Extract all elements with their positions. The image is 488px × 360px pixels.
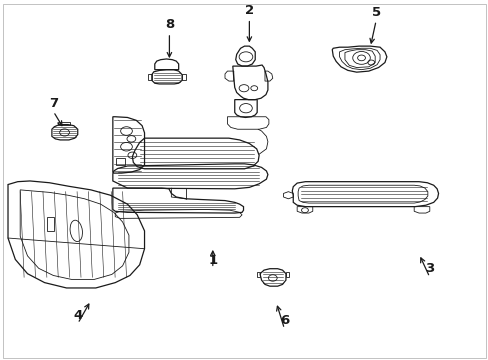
Text: 2: 2: [244, 4, 253, 17]
Text: 1: 1: [208, 253, 217, 266]
Text: 5: 5: [371, 6, 380, 19]
Text: 7: 7: [49, 96, 58, 109]
Text: 3: 3: [424, 262, 433, 275]
Text: 4: 4: [73, 309, 82, 322]
Text: 8: 8: [164, 18, 174, 31]
Text: 6: 6: [279, 314, 288, 327]
